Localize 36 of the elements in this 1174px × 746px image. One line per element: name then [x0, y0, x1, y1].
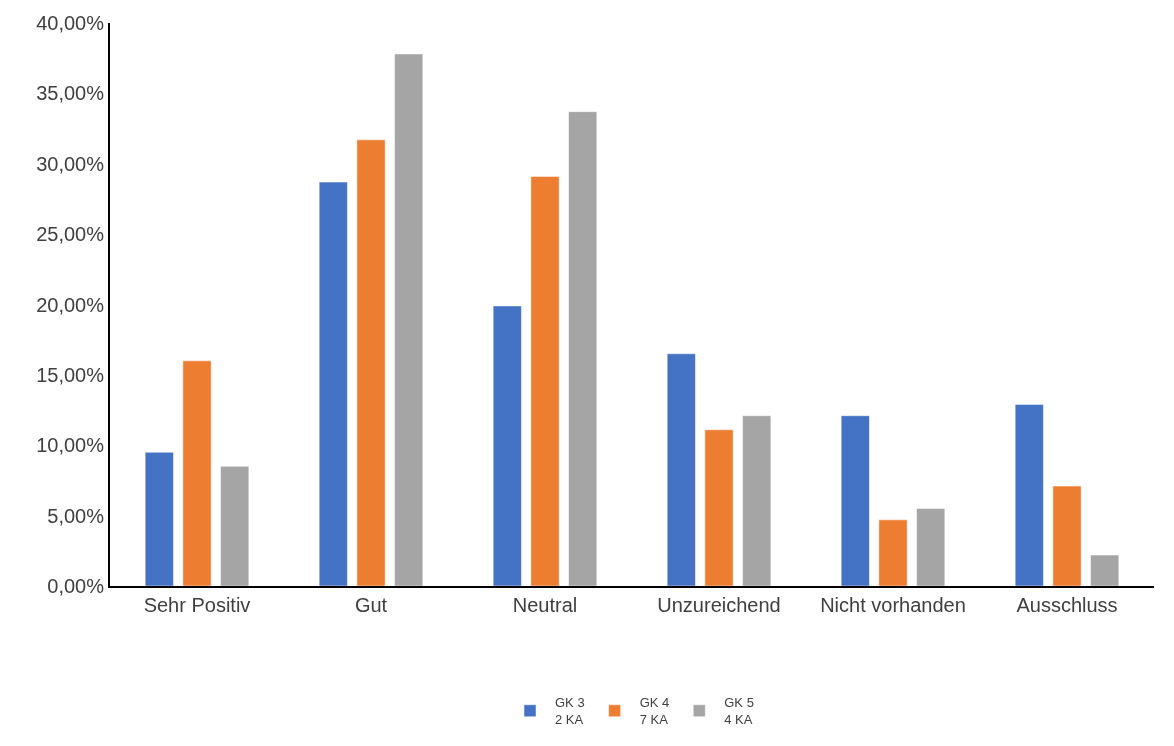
bar: [742, 415, 772, 586]
legend-label: GK 3 2 KA: [555, 695, 585, 728]
bar: [1052, 485, 1082, 586]
bar: [144, 452, 174, 586]
bar: [1014, 404, 1044, 586]
x-tick-label: Nicht vorhanden: [820, 594, 966, 616]
x-tick-label: Sehr Positiv: [143, 594, 251, 616]
bar: [916, 508, 946, 586]
bar: [182, 360, 212, 586]
legend-label: GK 5 4 KA: [724, 695, 754, 728]
x-tick-label: Neutral: [512, 594, 578, 616]
bar: [394, 53, 424, 586]
bar: [704, 429, 734, 586]
bar: [878, 519, 908, 586]
y-tick-label: 0,00%: [47, 575, 105, 597]
bar: [220, 466, 250, 586]
bar: [530, 176, 560, 586]
y-tick-label: 30,00%: [36, 152, 105, 175]
bar: [568, 111, 598, 586]
bar: [666, 353, 696, 586]
bar: [356, 139, 386, 586]
bar: [318, 181, 348, 586]
bar: [1090, 554, 1120, 586]
legend-label: GK 4 7 KA: [639, 695, 670, 728]
y-tick-label: 20,00%: [36, 293, 105, 316]
y-tick-label: 5,00%: [47, 504, 105, 527]
y-tick-label: 25,00%: [36, 223, 105, 246]
y-tick-label: 10,00%: [36, 434, 105, 457]
y-tick-label: 15,00%: [36, 363, 105, 386]
y-tick-label: 35,00%: [36, 82, 105, 105]
x-tick-label: Ausschluss: [1016, 594, 1118, 616]
y-tick-label: 40,00%: [36, 12, 105, 34]
x-tick-label: Unzureichend: [657, 594, 781, 616]
bar: [840, 415, 870, 586]
x-tick-label: Gut: [354, 594, 388, 616]
bar: [492, 305, 522, 586]
